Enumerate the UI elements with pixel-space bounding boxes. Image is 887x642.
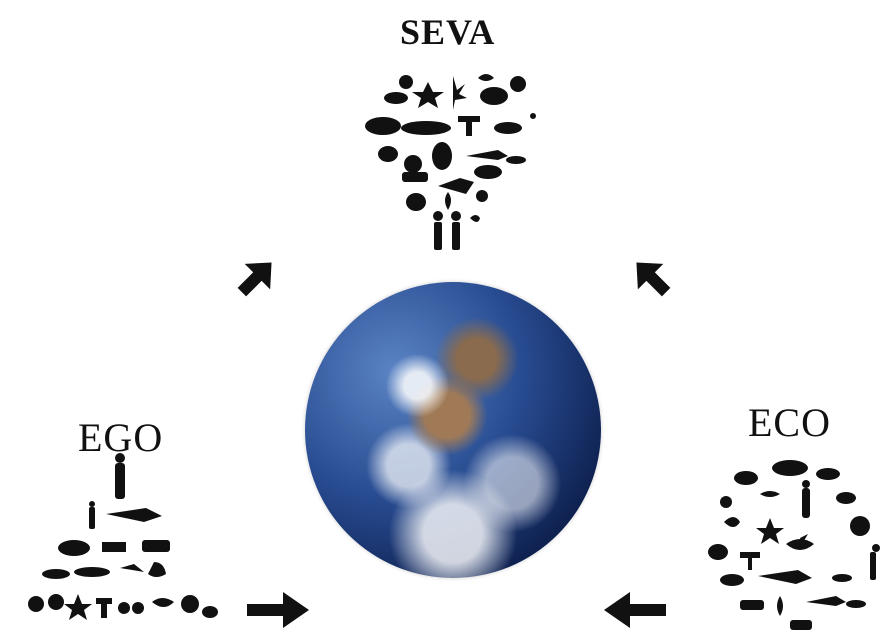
earth-globe-icon: [305, 282, 601, 578]
seva-heart-cluster-icon: [358, 68, 548, 253]
arrow-right-icon: [243, 588, 313, 637]
eco-circle-cluster-icon: [700, 452, 887, 637]
seva-label: SEVA: [400, 12, 496, 52]
ego-pyramid-cluster-icon: [14, 452, 224, 637]
eco-label: ECO: [748, 400, 831, 445]
arrow-left-icon: [600, 588, 670, 637]
arrow-up-right-icon: [228, 250, 284, 311]
arrow-up-left-icon: [624, 250, 680, 311]
ego-label: EGO: [78, 415, 164, 460]
